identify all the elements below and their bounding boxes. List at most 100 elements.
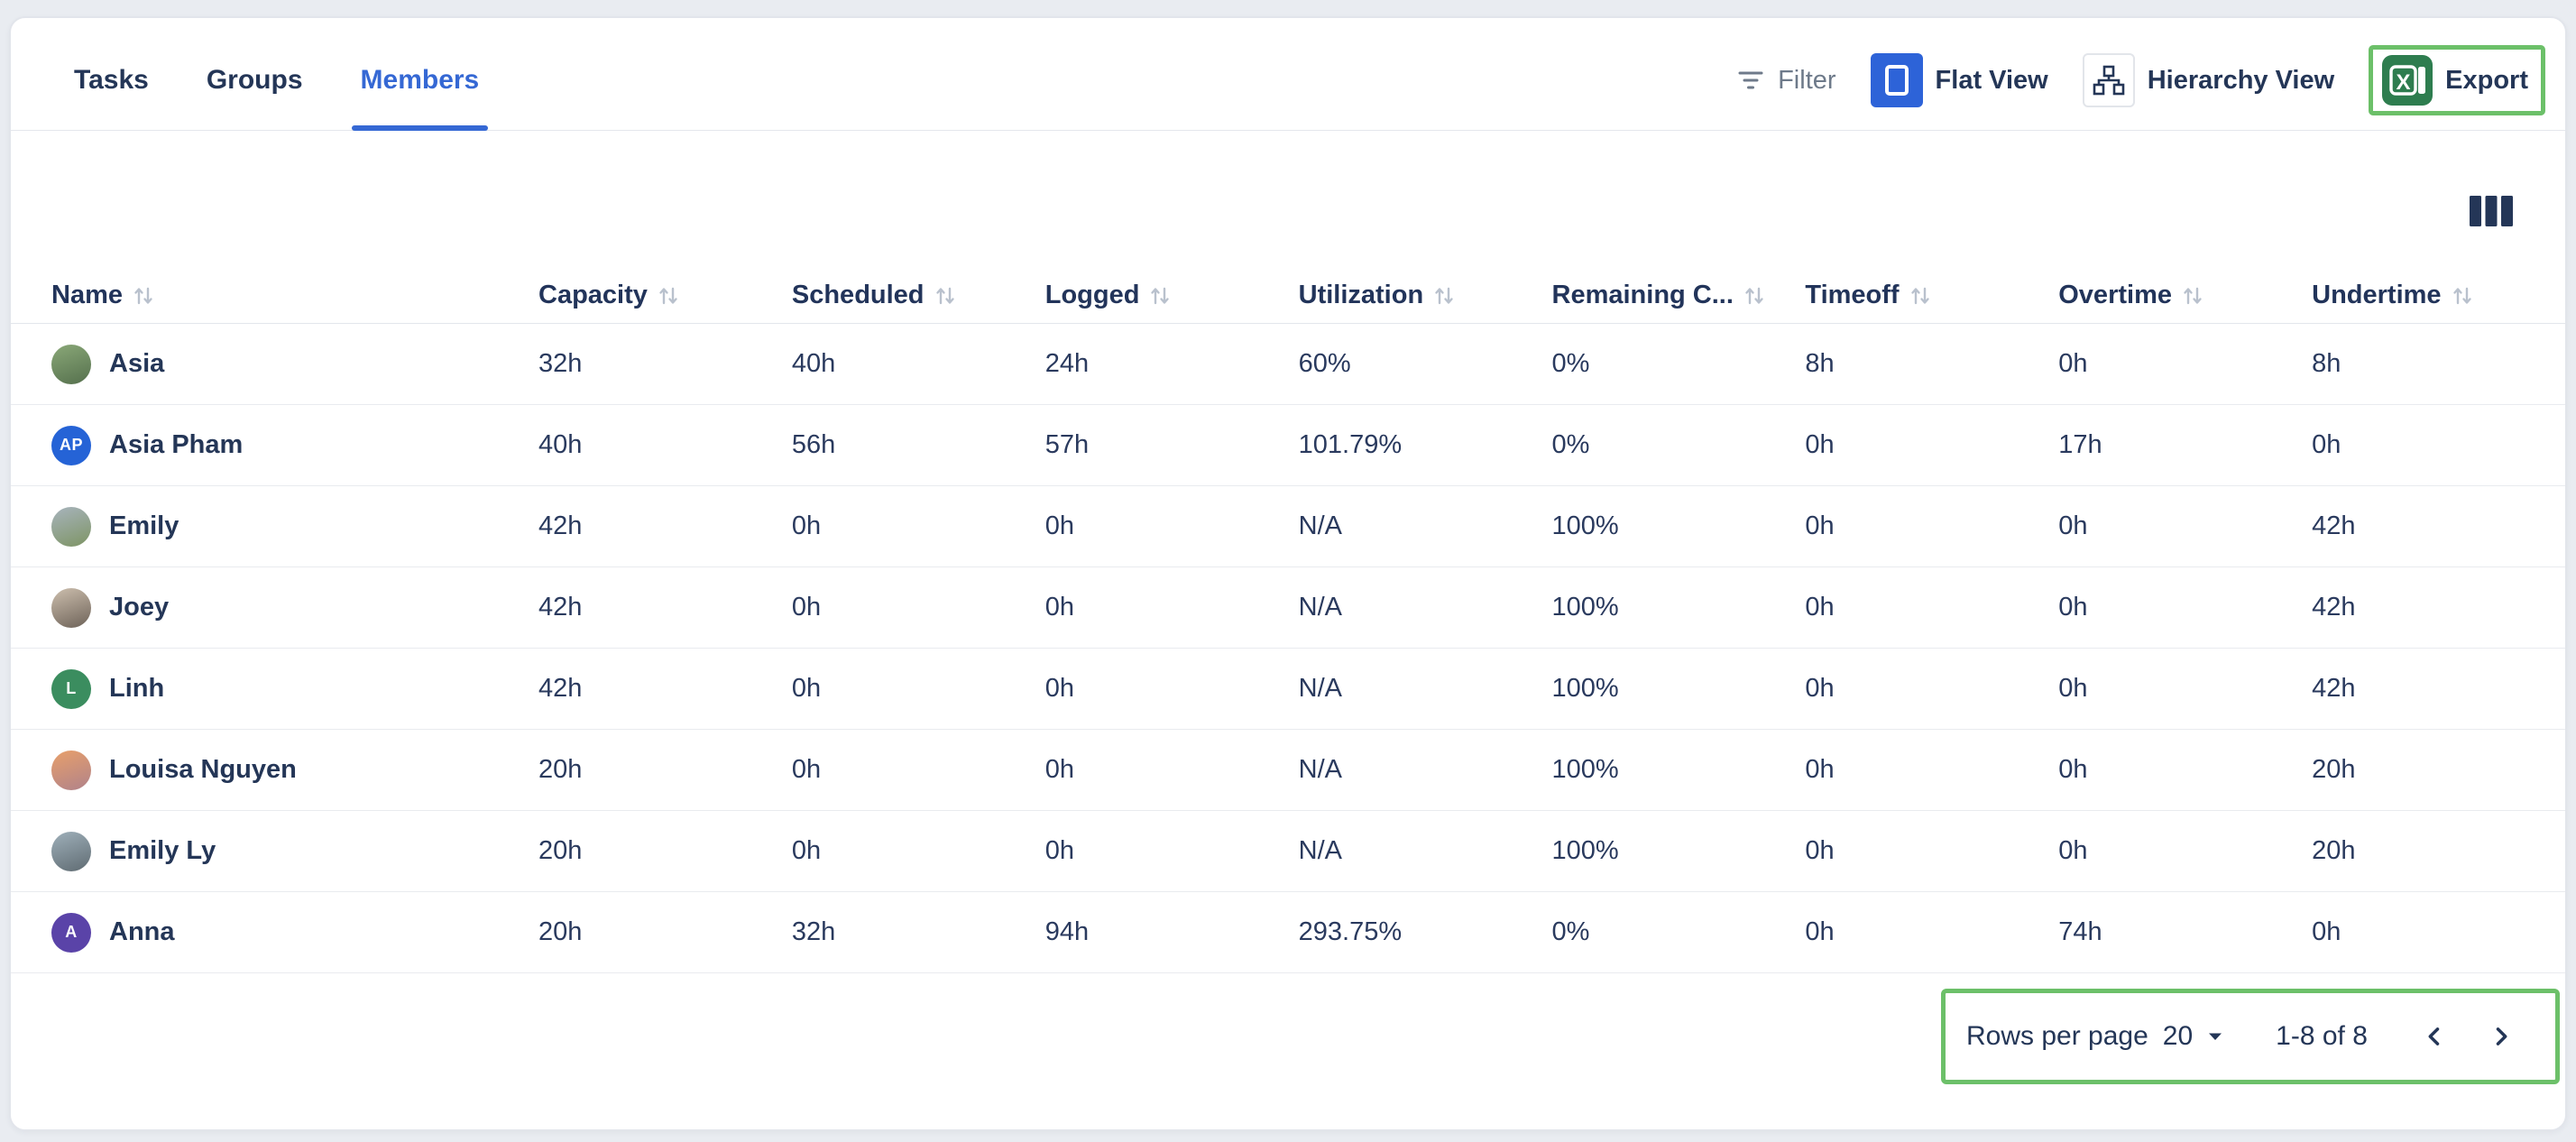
column-header-logged[interactable]: Logged <box>1036 281 1290 310</box>
undertime-cell: 42h <box>2312 511 2356 540</box>
timeoff-cell: 0h <box>1805 674 1835 703</box>
next-page-button[interactable] <box>2489 1024 2514 1049</box>
sort-icon <box>1432 284 1456 308</box>
overtime-cell: 0h <box>2058 511 2088 540</box>
sort-icon <box>1909 284 1932 308</box>
capacity-cell: 20h <box>538 917 583 946</box>
hierarchy-view-button[interactable]: Hierarchy View <box>2082 53 2335 107</box>
logged-cell: 0h <box>1044 511 1075 540</box>
column-header-utilization[interactable]: Utilization <box>1290 281 1543 310</box>
flat-view-button[interactable]: Flat View <box>1870 53 2048 107</box>
capacity-cell: 40h <box>538 430 583 459</box>
member-name-cell: Louisa Nguyen <box>51 750 529 790</box>
undertime-cell: 0h <box>2312 917 2341 946</box>
timeoff-cell: 0h <box>1805 511 1835 540</box>
undertime-cell: 0h <box>2312 430 2341 459</box>
sort-icon <box>1148 284 1172 308</box>
scheduled-cell: 0h <box>791 511 822 540</box>
overtime-cell: 74h <box>2058 917 2102 946</box>
rows-per-page-dropdown[interactable]: Rows per page 20 <box>1966 1021 2223 1052</box>
column-header-remaining_capacity[interactable]: Remaining C... <box>1543 281 1797 310</box>
logged-cell: 0h <box>1044 674 1075 703</box>
utilization-cell: N/A <box>1298 674 1342 703</box>
undertime-cell: 42h <box>2312 674 2356 703</box>
previous-page-button[interactable] <box>2422 1024 2447 1049</box>
member-name-cell: Joey <box>51 587 529 628</box>
tab-tasks[interactable]: Tasks <box>74 65 149 95</box>
remaining_capacity-cell: 100% <box>1551 511 1619 540</box>
top-bar: Tasks Groups Members Filter <box>11 18 2565 131</box>
member-name-cell: Emily <box>51 506 529 547</box>
member-name: Asia Pham <box>109 430 244 459</box>
svg-text:X: X <box>2397 70 2411 95</box>
columns-row <box>11 131 2565 268</box>
member-name: Emily Ly <box>109 836 216 865</box>
avatar <box>51 831 91 871</box>
sort-icon <box>132 284 155 308</box>
excel-icon: X <box>2382 55 2433 106</box>
tab-groups[interactable]: Groups <box>206 65 303 95</box>
hierarchy-view-label: Hierarchy View <box>2147 65 2335 95</box>
member-name-cell: AP Asia Pham <box>51 425 529 465</box>
column-header-name[interactable]: Name <box>51 281 529 310</box>
column-header-scheduled[interactable]: Scheduled <box>783 281 1036 310</box>
scheduled-cell: 0h <box>791 674 822 703</box>
sort-icon <box>1743 284 1766 308</box>
members-panel: Tasks Groups Members Filter <box>9 16 2567 1131</box>
overtime-cell: 0h <box>2058 836 2088 865</box>
overtime-cell: 0h <box>2058 349 2088 378</box>
table-row[interactable]: Joey 42h 0h 0h N/A 100% 0h 0h 42h <box>11 567 2565 649</box>
filter-button[interactable]: Filter <box>1736 65 1836 96</box>
flat-view-icon <box>1870 53 1923 107</box>
column-header-undertime[interactable]: Undertime <box>2303 281 2556 310</box>
chevron-down-icon <box>2207 1031 2223 1042</box>
utilization-cell: 101.79% <box>1298 430 1403 459</box>
table-header: Name Capacity Scheduled Logged Utilization Re… <box>11 268 2565 324</box>
columns-icon[interactable] <box>2470 196 2513 226</box>
logged-cell: 0h <box>1044 593 1075 622</box>
member-name: Joey <box>109 593 170 622</box>
flat-view-label: Flat View <box>1935 65 2048 95</box>
utilization-cell: 60% <box>1298 349 1351 378</box>
column-header-label: Scheduled <box>791 281 925 309</box>
table-row[interactable]: Louisa Nguyen 20h 0h 0h N/A 100% 0h 0h 20h <box>11 730 2565 811</box>
member-name: Louisa Nguyen <box>109 755 297 784</box>
column-header-label: Name <box>51 281 123 309</box>
utilization-cell: N/A <box>1298 755 1342 784</box>
undertime-cell: 8h <box>2312 349 2341 378</box>
undertime-cell: 42h <box>2312 593 2356 622</box>
utilization-cell: N/A <box>1298 593 1342 622</box>
column-header-capacity[interactable]: Capacity <box>529 281 783 310</box>
column-header-label: Undertime <box>2312 281 2442 309</box>
table-row[interactable]: AP Asia Pham 40h 56h 57h 101.79% 0% 0h 17h 0h <box>11 405 2565 486</box>
timeoff-cell: 8h <box>1805 349 1835 378</box>
overtime-cell: 0h <box>2058 593 2088 622</box>
export-button[interactable]: X Export <box>2382 55 2528 106</box>
column-header-label: Capacity <box>538 281 648 309</box>
logged-cell: 24h <box>1044 349 1090 378</box>
sort-icon <box>657 284 680 308</box>
table-row[interactable]: Emily 42h 0h 0h N/A 100% 0h 0h 42h <box>11 486 2565 567</box>
scheduled-cell: 0h <box>791 836 822 865</box>
column-header-overtime[interactable]: Overtime <box>2049 281 2303 310</box>
capacity-cell: 20h <box>538 836 583 865</box>
remaining_capacity-cell: 0% <box>1551 917 1590 946</box>
table-row[interactable]: Asia 32h 40h 24h 60% 0% 8h 0h 8h <box>11 324 2565 405</box>
scheduled-cell: 56h <box>791 430 836 459</box>
avatar: A <box>51 912 91 953</box>
rows-per-page-label: Rows per page <box>1966 1021 2148 1051</box>
member-name-cell: Asia <box>51 344 529 384</box>
timeoff-cell: 0h <box>1805 917 1835 946</box>
table-body: Asia 32h 40h 24h 60% 0% 8h 0h 8h AP Asia Pham 40h 56… <box>11 324 2565 973</box>
capacity-cell: 42h <box>538 593 583 622</box>
table-row[interactable]: Emily Ly 20h 0h 0h N/A 100% 0h 0h 20h <box>11 811 2565 892</box>
table-row[interactable]: A Anna 20h 32h 94h 293.75% 0% 0h 74h 0h <box>11 892 2565 973</box>
table-row[interactable]: L Linh 42h 0h 0h N/A 100% 0h 0h 42h <box>11 649 2565 730</box>
logged-cell: 0h <box>1044 836 1075 865</box>
tab-members[interactable]: Members <box>351 31 488 131</box>
member-name: Asia <box>109 349 165 378</box>
filter-label: Filter <box>1778 65 1836 95</box>
undertime-cell: 20h <box>2312 836 2356 865</box>
avatar <box>51 587 91 628</box>
column-header-timeoff[interactable]: Timeoff <box>1796 281 2049 310</box>
